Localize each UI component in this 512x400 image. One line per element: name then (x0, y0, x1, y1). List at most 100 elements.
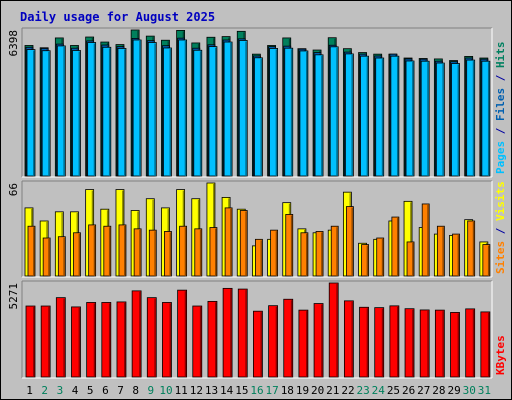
day-label-13: 13 (205, 384, 218, 397)
day-label-28: 28 (432, 384, 445, 397)
day-label-12: 12 (190, 384, 203, 397)
bar-pages-2 (41, 50, 51, 177)
bar-sites-4 (73, 232, 81, 277)
bar-kbytes-15 (237, 288, 248, 378)
bar-pages-10 (163, 47, 172, 177)
bar-pages-30 (466, 59, 476, 177)
day-label-5: 5 (87, 384, 94, 397)
day-label-15: 15 (235, 384, 248, 397)
ymax-label-kbytes: 5271 (7, 283, 20, 310)
bar-sites-19 (300, 232, 309, 277)
bar-kbytes-19 (298, 309, 309, 378)
bar-pages-9 (147, 42, 157, 177)
bar-kbytes-23 (359, 306, 369, 378)
day-label-8: 8 (132, 384, 139, 397)
day-label-20: 20 (311, 384, 324, 397)
day-label-24: 24 (372, 384, 386, 397)
bar-pages-24 (375, 57, 385, 177)
bar-pages-18 (284, 47, 294, 177)
bar-kbytes-24 (374, 307, 385, 378)
bar-pages-15 (238, 40, 248, 177)
legend-part-visits-0: Sites (494, 241, 507, 274)
bar-kbytes-30 (465, 308, 476, 378)
bar-pages-16 (254, 57, 263, 177)
legend-part-visits-1: / (494, 221, 507, 241)
day-label-11: 11 (175, 384, 188, 397)
legend-part-kbytes-0: KBytes (494, 335, 507, 375)
bar-sites-15 (239, 210, 248, 277)
bar-kbytes-5 (86, 302, 97, 378)
bar-sites-8 (133, 228, 142, 277)
day-label-25: 25 (387, 384, 400, 397)
day-label-26: 26 (402, 384, 415, 397)
bar-pages-3 (56, 45, 66, 177)
bar-sites-5 (88, 224, 97, 277)
day-label-22: 22 (341, 384, 354, 397)
bar-pages-6 (102, 46, 112, 177)
bar-sites-31 (482, 244, 491, 277)
day-label-2: 2 (41, 384, 48, 397)
day-label-27: 27 (417, 384, 430, 397)
panel-visits: 66 Sites / Visits (7, 180, 507, 278)
panel-hits: 6398 Pages / Files / Hits (7, 27, 507, 178)
bar-kbytes-1 (25, 305, 36, 378)
day-label-9: 9 (148, 384, 155, 397)
bar-pages-25 (390, 55, 400, 177)
day-label-29: 29 (447, 384, 460, 397)
day-label-1: 1 (26, 384, 33, 397)
bar-pages-8 (132, 39, 142, 177)
day-label-31: 31 (478, 384, 491, 397)
bar-pages-26 (405, 60, 415, 177)
bar-pages-21 (329, 46, 339, 177)
bar-pages-28 (435, 62, 445, 177)
bar-sites-28 (436, 225, 445, 277)
chart-title: Daily usage for August 2025 (20, 10, 215, 24)
legend-part-hits-4: Hits (494, 42, 507, 69)
day-label-21: 21 (326, 384, 339, 397)
bar-sites-25 (391, 216, 400, 277)
bar-kbytes-27 (419, 309, 430, 378)
bar-kbytes-13 (207, 300, 218, 378)
bar-sites-21 (330, 225, 339, 277)
bar-pages-14 (223, 41, 233, 177)
bar-pages-31 (481, 60, 491, 177)
legend-label-kbytes: KBytes (494, 335, 507, 375)
bar-pages-22 (344, 53, 354, 177)
day-label-14: 14 (220, 384, 234, 397)
bar-sites-26 (406, 241, 415, 277)
bar-sites-17 (270, 229, 278, 277)
bar-sites-10 (164, 231, 172, 277)
bar-kbytes-29 (450, 312, 460, 378)
bar-sites-20 (315, 231, 324, 277)
bar-sites-27 (421, 203, 430, 277)
bar-kbytes-12 (192, 305, 203, 378)
bar-kbytes-21 (328, 282, 339, 378)
bar-sites-22 (345, 206, 354, 277)
bar-pages-7 (117, 48, 127, 177)
bar-kbytes-22 (343, 300, 354, 378)
bar-sites-29 (452, 233, 460, 277)
bar-sites-1 (27, 225, 36, 277)
day-label-16: 16 (250, 384, 263, 397)
bar-kbytes-11 (177, 289, 188, 378)
bar-pages-29 (451, 63, 460, 177)
day-label-18: 18 (281, 384, 294, 397)
bar-pages-4 (72, 50, 81, 177)
bar-sites-6 (103, 225, 112, 277)
bar-kbytes-4 (71, 306, 81, 378)
bar-kbytes-28 (434, 309, 445, 378)
bar-pages-5 (87, 42, 97, 177)
bar-kbytes-20 (313, 303, 324, 378)
bar-pages-23 (360, 55, 369, 177)
bar-kbytes-25 (389, 305, 400, 378)
legend-part-visits-2: Visits (494, 181, 507, 221)
bar-sites-16 (255, 238, 263, 277)
legend-part-hits-2: Files (494, 88, 507, 121)
bar-kbytes-6 (101, 302, 112, 378)
bar-kbytes-8 (131, 290, 142, 378)
legend-part-hits-1: / (494, 121, 507, 141)
day-label-6: 6 (102, 384, 109, 397)
bar-pages-27 (420, 60, 430, 177)
